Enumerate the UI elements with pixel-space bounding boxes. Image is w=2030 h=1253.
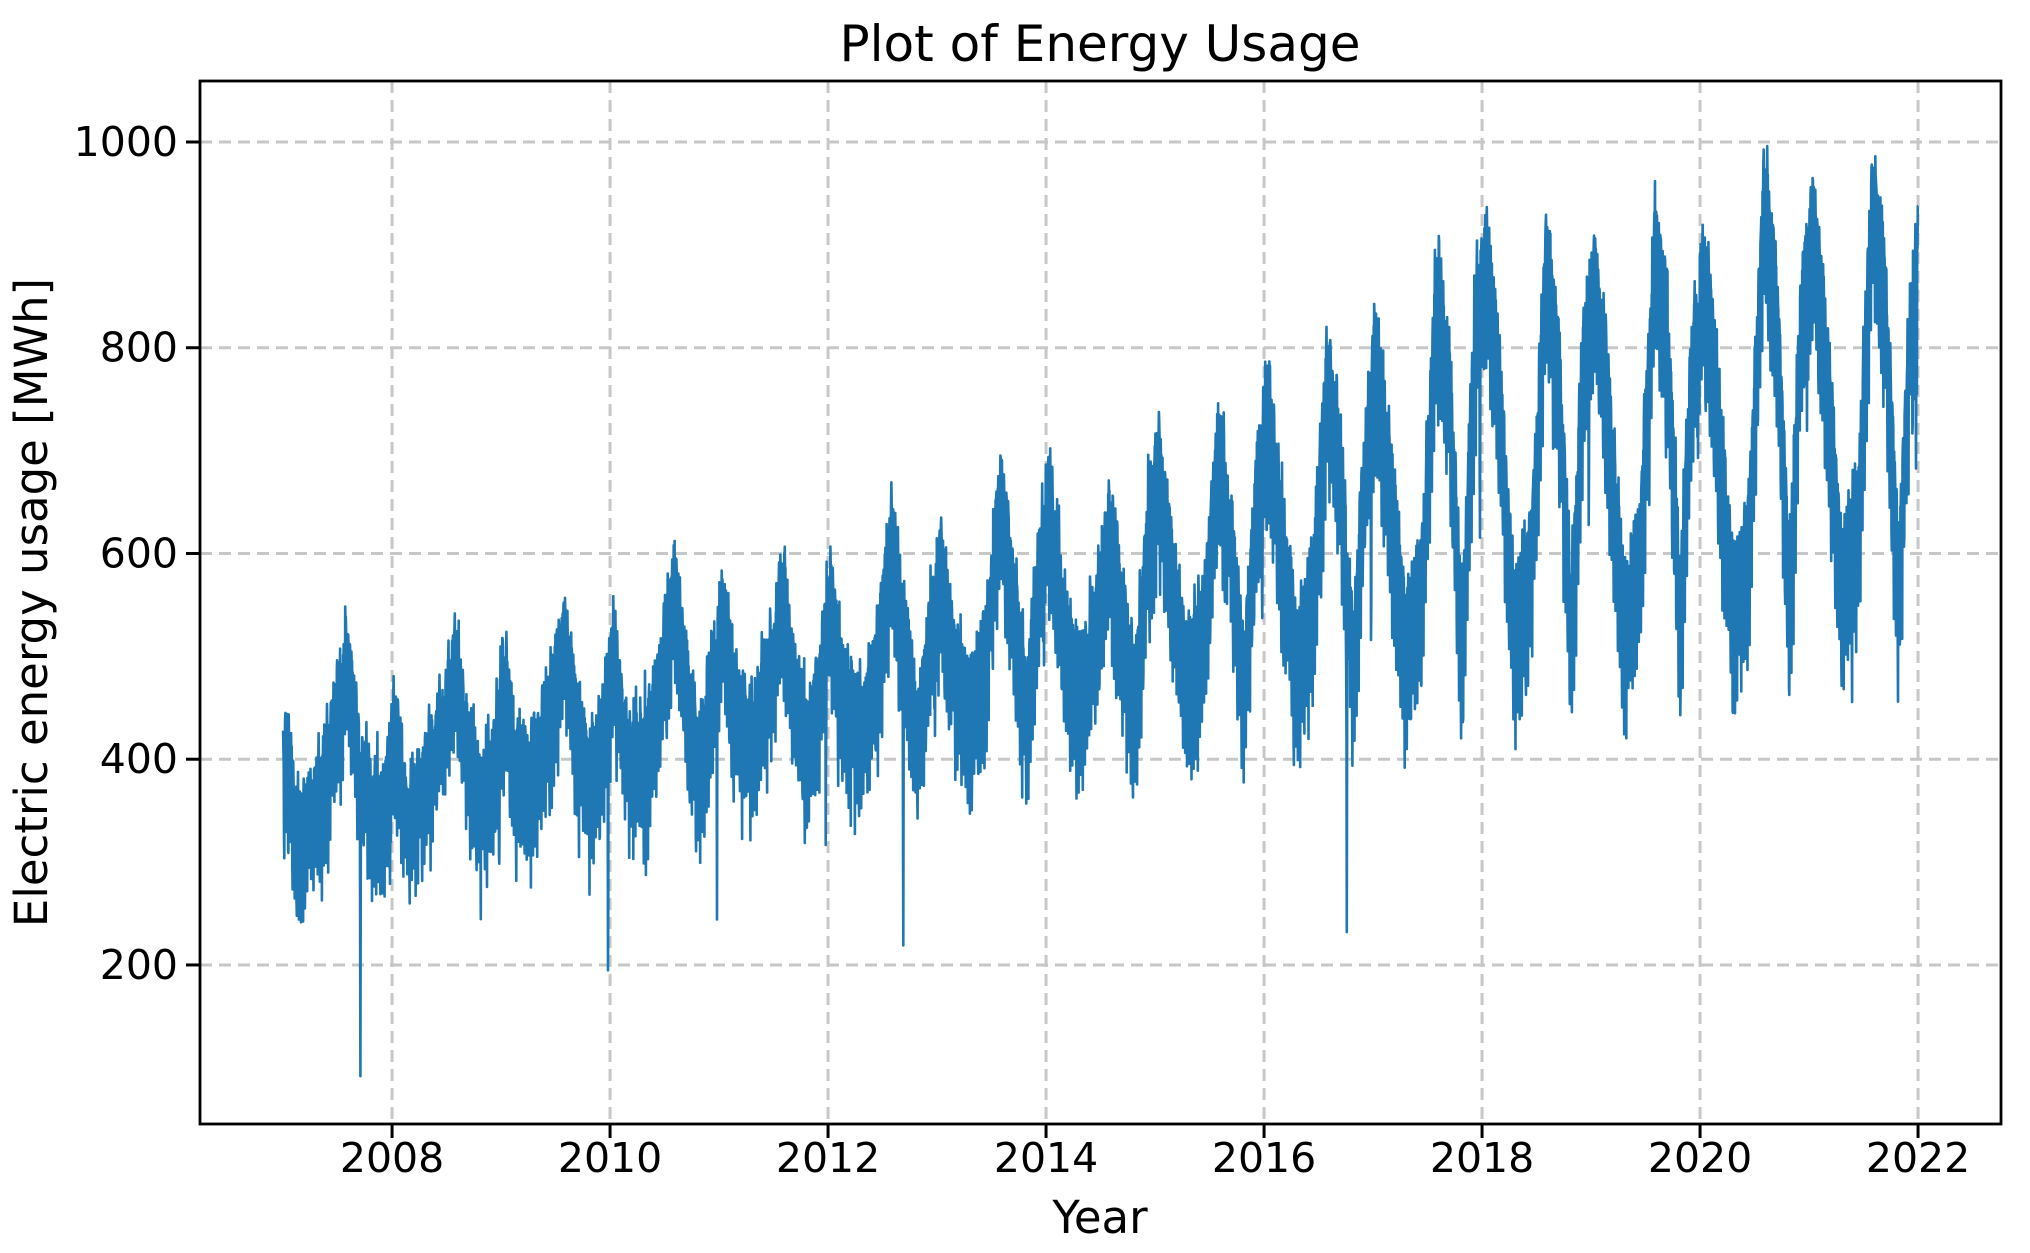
y-tick-label-800: 800 [100, 324, 178, 372]
y-tick-label-1000: 1000 [74, 118, 178, 166]
chart-title: Plot of Energy Usage [840, 15, 1361, 73]
axes-spines-and-ticks [186, 79, 2003, 1138]
x-tick-label-2018: 2018 [1430, 1134, 1534, 1182]
data-series [281, 144, 1920, 1078]
y-tick-label-200: 200 [100, 941, 178, 989]
y-tick-label-400: 400 [100, 735, 178, 783]
plot-border [198, 79, 2003, 1126]
x-axis-label: Year [1051, 1191, 1148, 1244]
y-tick-label-600: 600 [100, 529, 178, 577]
x-tick-label-2012: 2012 [776, 1134, 880, 1182]
tick-labels: 2008 2010 2012 2014 2016 2018 2020 2022 200 400 60… [74, 118, 1971, 1182]
x-tick-label-2020: 2020 [1648, 1134, 1752, 1182]
energy-usage-series-line [281, 144, 1920, 1078]
y-axis-label: Electric energy usage [MWh] [5, 278, 58, 927]
x-tick-label-2014: 2014 [994, 1134, 1098, 1182]
x-tick-label-2016: 2016 [1212, 1134, 1316, 1182]
x-tick-label-2022: 2022 [1866, 1134, 1970, 1182]
x-tick-label-2010: 2010 [558, 1134, 662, 1182]
x-tick-label-2008: 2008 [340, 1134, 444, 1182]
